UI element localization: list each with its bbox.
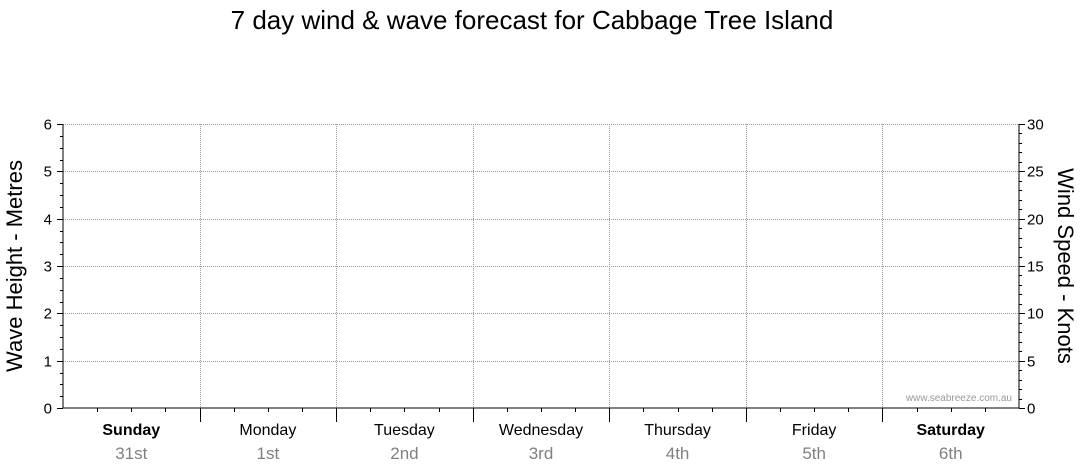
day-name-label: Thursday: [644, 422, 711, 439]
watermark-text: www.seabreeze.com.au: [905, 393, 1012, 404]
day-date-label: 31st: [115, 444, 147, 463]
day-date-label: 2nd: [390, 444, 418, 463]
right-tick-label: 25: [1027, 164, 1044, 181]
day-date-label: 5th: [802, 444, 826, 463]
left-axis-ticks: 0 1 2 3 4 5 6: [44, 117, 63, 418]
right-tick-label: 15: [1027, 259, 1044, 276]
day-name-label: Saturday: [916, 422, 985, 439]
chart-title: 7 day wind & wave forecast for Cabbage T…: [231, 5, 834, 35]
left-tick-label: 2: [44, 306, 52, 323]
day-date-label: 6th: [939, 444, 963, 463]
x-axis-ticks: [97, 408, 986, 422]
left-tick-label: 4: [44, 212, 52, 229]
left-tick-label: 1: [44, 354, 52, 371]
grid-lines: [63, 124, 1019, 408]
right-tick-label: 30: [1027, 117, 1044, 134]
left-tick-label: 5: [44, 164, 52, 181]
right-axis-ticks: 0 5 10 15 20 25 30: [1019, 117, 1044, 418]
left-axis-title: Wave Height - Metres: [2, 160, 27, 372]
day-name-label: Monday: [239, 422, 296, 439]
day-name-label: Tuesday: [374, 422, 435, 439]
day-name-label: Sunday: [102, 422, 160, 439]
left-tick-label: 0: [44, 401, 52, 418]
day-date-label: 4th: [666, 444, 690, 463]
right-tick-label: 20: [1027, 212, 1044, 229]
day-name-label: Wednesday: [499, 422, 583, 439]
right-tick-label: 0: [1027, 401, 1035, 418]
right-tick-label: 10: [1027, 306, 1044, 323]
right-axis-title: Wind Speed - Knots: [1053, 168, 1078, 364]
left-tick-label: 3: [44, 259, 52, 276]
left-tick-label: 6: [44, 117, 52, 134]
day-labels: Sunday 31st Monday 1st Tuesday 2nd Wednesday 3r…: [102, 422, 985, 463]
day-name-label: Friday: [792, 422, 836, 439]
day-date-label: 3rd: [529, 444, 554, 463]
right-tick-label: 5: [1027, 354, 1035, 371]
day-date-label: 1st: [257, 444, 280, 463]
